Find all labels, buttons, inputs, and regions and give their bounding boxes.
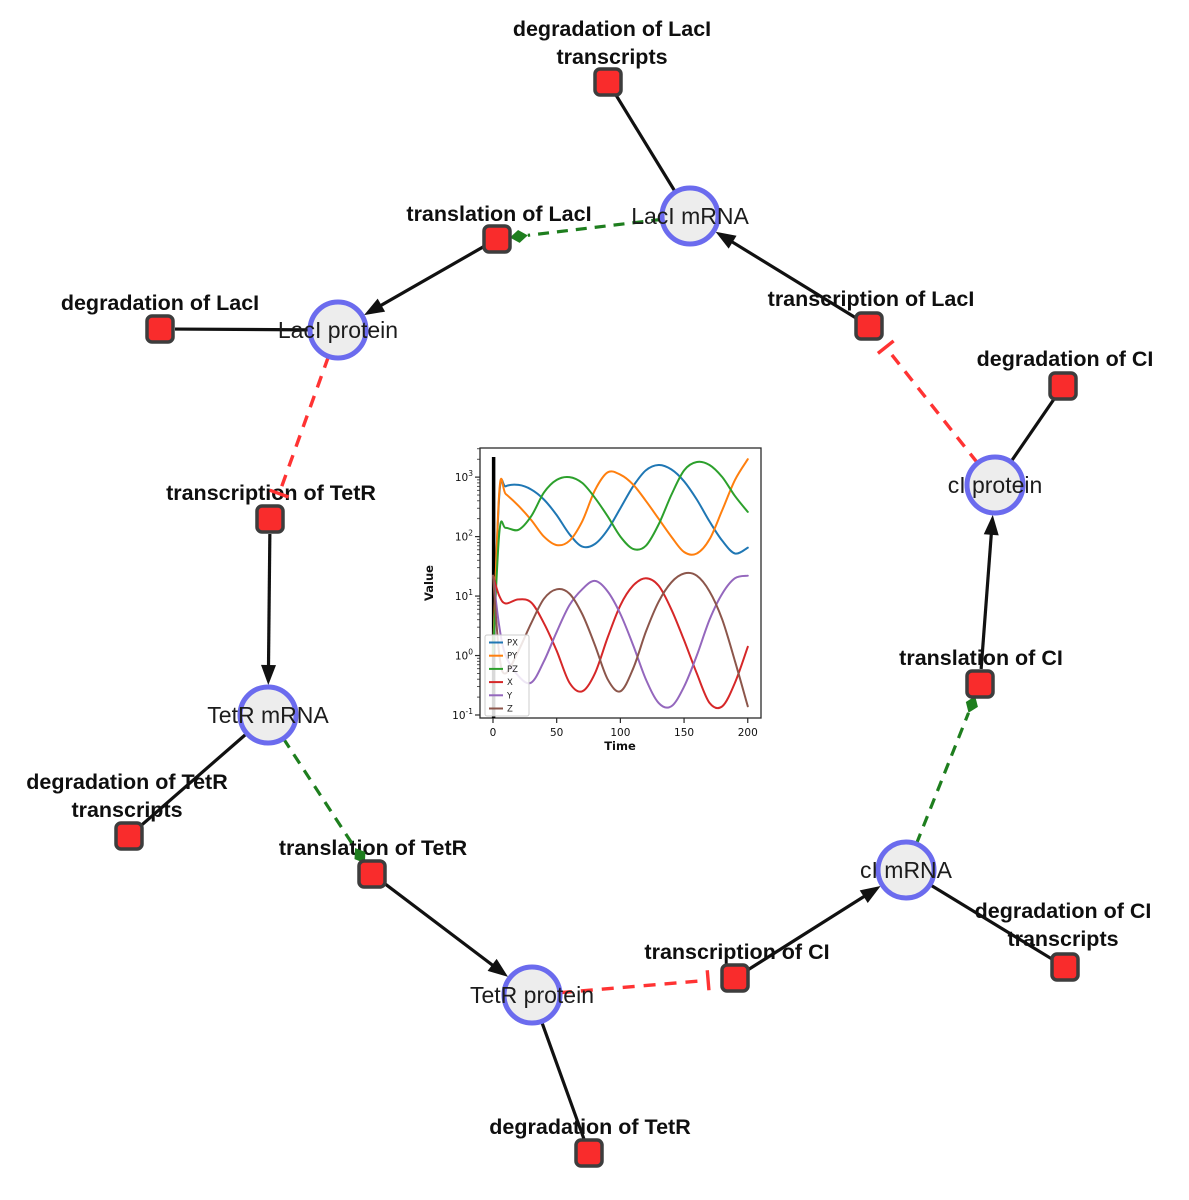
reaction-node-transcription-of-lacI[interactable] [854,311,884,341]
arrowhead-icon [364,298,386,316]
reaction-label-degradation-of-tetR-transcripts: transcripts [71,798,182,822]
chart-series-X [492,574,749,710]
species-node-cI-mRNA[interactable] [875,839,937,901]
legend-item-Y: Y [506,691,513,701]
edge-production--transcription-of-tetR--tetR-mRNA [261,533,277,686]
species-label-lacI-mRNA: LacI mRNA [631,203,749,229]
reaction-label-degradation-of-cI-transcripts: degradation of CI [975,899,1152,923]
chart-series-PZ [492,460,749,657]
modifier-diamond-icon [965,696,978,713]
inset-plot: 0 50 100 150 200 10-1 100 101 102 103 PX PY PZ XYZ Ti… [422,447,762,753]
reaction-label-degradation-of-cI: degradation of CI [977,347,1154,371]
x-tick-label: 150 [674,727,694,739]
reaction-node-degradation-of-cI-transcripts[interactable] [1050,952,1080,982]
legend-item-PX: PX [507,639,518,649]
inhibition-tee-icon [269,488,290,499]
reaction-label-degradation-of-lacI-transcripts: degradation of LacI [513,17,711,41]
edge-consumption--tetR-protein--degradation-of-tetR [539,1020,586,1140]
y-tick-label: 102 [455,529,473,544]
legend-item-Z: Z [507,705,513,715]
reaction-label-transcription-of-cI: transcription of CI [644,940,829,964]
y-tick-label: 10-1 [452,707,473,722]
edge-production--translation-of-lacI--lacI-protein [364,245,485,316]
edge-production--translation-of-cI--cI-protein [979,514,999,670]
edge-consumption--cI-protein--degradation-of-cI [1009,397,1056,463]
edge-modifier--lacI-mRNA--translation-of-lacI [509,217,663,243]
species-node-cI-protein[interactable] [964,454,1026,516]
x-tick-label: 50 [550,727,563,739]
arrowhead-icon [487,958,509,977]
arrowhead-icon [261,664,277,686]
edge-inhibition--tetR-protein--transcription-of-cI [559,970,711,995]
reaction-label-degradation-of-lacI: degradation of LacI [61,291,259,315]
reaction-node-transcription-of-tetR[interactable] [255,504,285,534]
species-label-tetR-protein: TetR protein [470,982,594,1008]
x-tick-label: 100 [610,727,630,739]
edge-modifier--cI-mRNA--translation-of-cI [914,696,978,845]
chart-x-axis-label: Time [604,739,636,753]
reaction-node-degradation-of-cI[interactable] [1048,371,1078,401]
arrowhead-icon [859,886,881,904]
reaction-node-transcription-of-cI[interactable] [720,963,750,993]
x-tick-label: 0 [490,727,497,739]
edge-consumption--lacI-mRNA--degradation-of-lacI-transcripts [614,93,677,193]
reaction-label-transcription-of-lacI: transcription of LacI [768,287,975,311]
edge-production--translation-of-tetR--tetR-protein [382,881,509,977]
reaction-label-transcription-of-tetR: transcription of TetR [166,481,376,505]
chart-legend: PX PY PZ XYZ [484,634,530,717]
reaction-node-degradation-of-lacI[interactable] [145,314,175,344]
chart-series-Z [492,571,749,708]
arrowhead-icon [983,514,999,536]
edge-consumption--lacI-protein--degradation-of-lacI [174,327,311,332]
y-tick-label: 100 [455,648,473,663]
reaction-label-translation-of-lacI: translation of LacI [406,202,591,226]
species-node-tetR-mRNA[interactable] [237,684,299,746]
species-node-lacI-protein[interactable] [307,299,369,361]
edge-production--transcription-of-cI--cI-mRNA [746,886,881,972]
reaction-node-degradation-of-tetR[interactable] [574,1138,604,1168]
x-tick-label: 200 [738,727,758,739]
inhibition-tee-icon [876,339,895,355]
edge-modifier--tetR-mRNA--translation-of-tetR [281,737,366,864]
species-label-tetR-mRNA: TetR mRNA [207,702,329,728]
species-label-cI-mRNA: cI mRNA [860,857,953,883]
modifier-diamond-icon [354,848,366,864]
legend-item-PY: PY [507,652,518,662]
reaction-label-degradation-of-tetR-transcripts: degradation of TetR [26,770,228,794]
edge-inhibition--cI-protein--transcription-of-lacI [876,339,979,465]
y-tick-label: 101 [455,588,473,603]
chart-y-axis-label: Value [422,565,436,601]
species-node-tetR-protein[interactable] [501,964,563,1026]
y-tick-label: 103 [455,469,473,484]
reaction-node-translation-of-lacI[interactable] [482,224,512,254]
legend-item-X: X [507,678,513,688]
chart-series-PX [492,463,749,657]
reaction-label-degradation-of-cI-transcripts: transcripts [1007,927,1118,951]
species-node-lacI-mRNA[interactable] [659,185,721,247]
legend-item-PZ: PZ [507,665,518,675]
reaction-node-degradation-of-tetR-transcripts[interactable] [114,821,144,851]
edge-production--transcription-of-lacI--lacI-mRNA [715,231,858,320]
reaction-node-translation-of-cI[interactable] [965,669,995,699]
chart-series-PY [492,458,749,657]
species-label-cI-protein: cI protein [948,472,1043,498]
inhibition-tee-icon [705,970,711,991]
chart-series-Y [492,574,749,709]
edge-inhibition--lacI-protein--transcription-of-tetR [269,355,331,499]
edge-consumption--cI-mRNA--degradation-of-cI-transcripts [929,883,1054,961]
reaction-label-degradation-of-lacI-transcripts: transcripts [556,45,667,69]
reaction-label-translation-of-tetR: translation of TetR [279,836,468,860]
species-label-lacI-protein: LacI protein [278,317,398,343]
reaction-node-degradation-of-lacI-transcripts[interactable] [593,67,623,97]
arrowhead-icon [715,231,737,249]
edge-consumption--tetR-mRNA--degradation-of-tetR-transcripts [139,732,248,828]
reaction-label-degradation-of-tetR: degradation of TetR [489,1115,691,1139]
reaction-node-translation-of-tetR[interactable] [357,859,387,889]
modifier-diamond-icon [509,229,528,243]
